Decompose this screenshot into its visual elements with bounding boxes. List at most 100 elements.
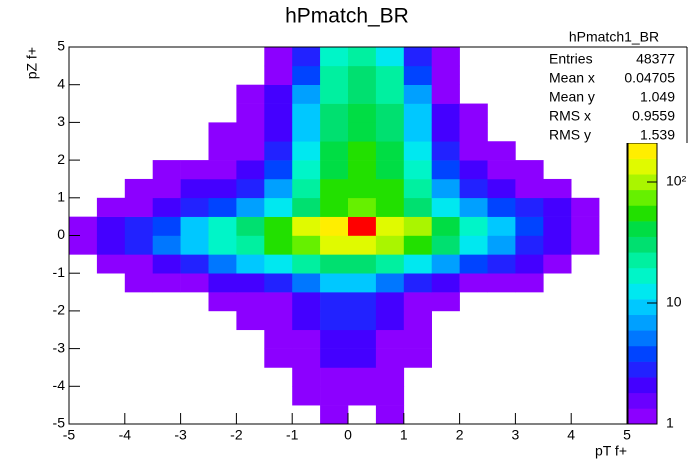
y-tick-label: 0 — [57, 226, 65, 242]
cell — [459, 216, 488, 236]
cell — [543, 197, 572, 217]
cell — [208, 235, 237, 255]
cell — [348, 122, 377, 142]
cell — [152, 197, 181, 217]
cell — [515, 273, 544, 293]
cell — [515, 160, 544, 180]
cell — [375, 122, 405, 142]
cell — [208, 160, 237, 180]
cell — [292, 197, 321, 217]
cell — [69, 235, 98, 255]
cell — [348, 348, 377, 368]
cell — [515, 197, 544, 217]
cell — [403, 141, 432, 161]
cell — [208, 273, 237, 293]
x-axis-label: pT f+ — [595, 443, 627, 459]
stats-value: 48377 — [636, 51, 675, 67]
stats-label: Mean y — [549, 89, 595, 105]
cell — [180, 197, 209, 217]
y-tick-label: -2 — [53, 302, 66, 318]
cell — [403, 273, 432, 293]
cell — [96, 197, 126, 217]
cell — [431, 292, 460, 312]
color-bar-step — [628, 221, 657, 237]
cell — [403, 235, 432, 255]
cell — [403, 65, 432, 85]
color-bar-step — [628, 189, 657, 206]
cell — [543, 254, 572, 274]
cell — [124, 235, 153, 255]
color-bar-step — [628, 267, 657, 284]
cell — [152, 216, 181, 236]
cell — [320, 197, 349, 217]
x-tick-label: -4 — [119, 427, 132, 443]
cell — [375, 47, 405, 67]
y-tick-label: 5 — [57, 38, 65, 54]
cell — [487, 178, 516, 199]
z-tick-label: 10 — [666, 294, 682, 310]
y-tick-label: -3 — [53, 339, 66, 355]
cell — [264, 47, 293, 67]
cell — [320, 254, 349, 274]
stats-value: 0.9559 — [632, 108, 675, 124]
cell — [208, 178, 237, 199]
cell — [375, 141, 405, 161]
color-bar-step — [628, 330, 657, 347]
color-bar-step — [628, 174, 657, 191]
cell — [180, 178, 209, 199]
cell — [375, 405, 405, 425]
cell — [264, 103, 293, 123]
stats-label: RMS x — [549, 108, 591, 124]
cell — [375, 367, 405, 387]
cell — [264, 160, 293, 180]
cell — [571, 216, 600, 236]
stats-value: 1.049 — [640, 89, 675, 105]
cell — [236, 141, 265, 161]
cell — [96, 216, 126, 236]
cell — [236, 310, 265, 331]
cell — [292, 141, 321, 161]
y-tick-label: 3 — [57, 113, 65, 129]
x-tick-label: -3 — [174, 427, 187, 443]
cell — [543, 235, 572, 255]
color-bar-step — [628, 408, 657, 425]
cell — [543, 216, 572, 236]
color-bar-step — [628, 143, 657, 159]
cell — [431, 178, 460, 199]
cell — [459, 122, 488, 142]
cell — [487, 216, 516, 236]
cell — [375, 84, 405, 104]
cell — [403, 329, 432, 349]
cell — [348, 141, 377, 161]
cell — [348, 310, 377, 331]
cell — [403, 122, 432, 142]
cell — [208, 141, 237, 161]
cell — [236, 197, 265, 217]
chart-title: hPmatch_BR — [285, 5, 409, 28]
cell — [292, 84, 321, 104]
cell — [431, 65, 460, 85]
cell — [96, 235, 126, 255]
cell — [124, 273, 153, 293]
cell — [375, 178, 405, 199]
cell — [348, 367, 377, 387]
cell — [375, 235, 405, 255]
y-tick-label: 4 — [57, 75, 65, 91]
cell — [543, 178, 572, 199]
cell — [320, 103, 349, 123]
cell — [124, 254, 153, 274]
cell — [459, 254, 488, 274]
cell — [431, 254, 460, 274]
cell — [459, 197, 488, 217]
cell — [180, 235, 209, 255]
cell — [348, 254, 377, 274]
cell — [180, 160, 209, 180]
cell — [403, 47, 432, 67]
cell — [292, 216, 321, 236]
z-tick-label: 1 — [666, 415, 674, 431]
cell — [375, 273, 405, 293]
cell — [320, 65, 349, 85]
cell — [292, 273, 321, 293]
cell — [375, 65, 405, 85]
cell — [264, 235, 293, 255]
